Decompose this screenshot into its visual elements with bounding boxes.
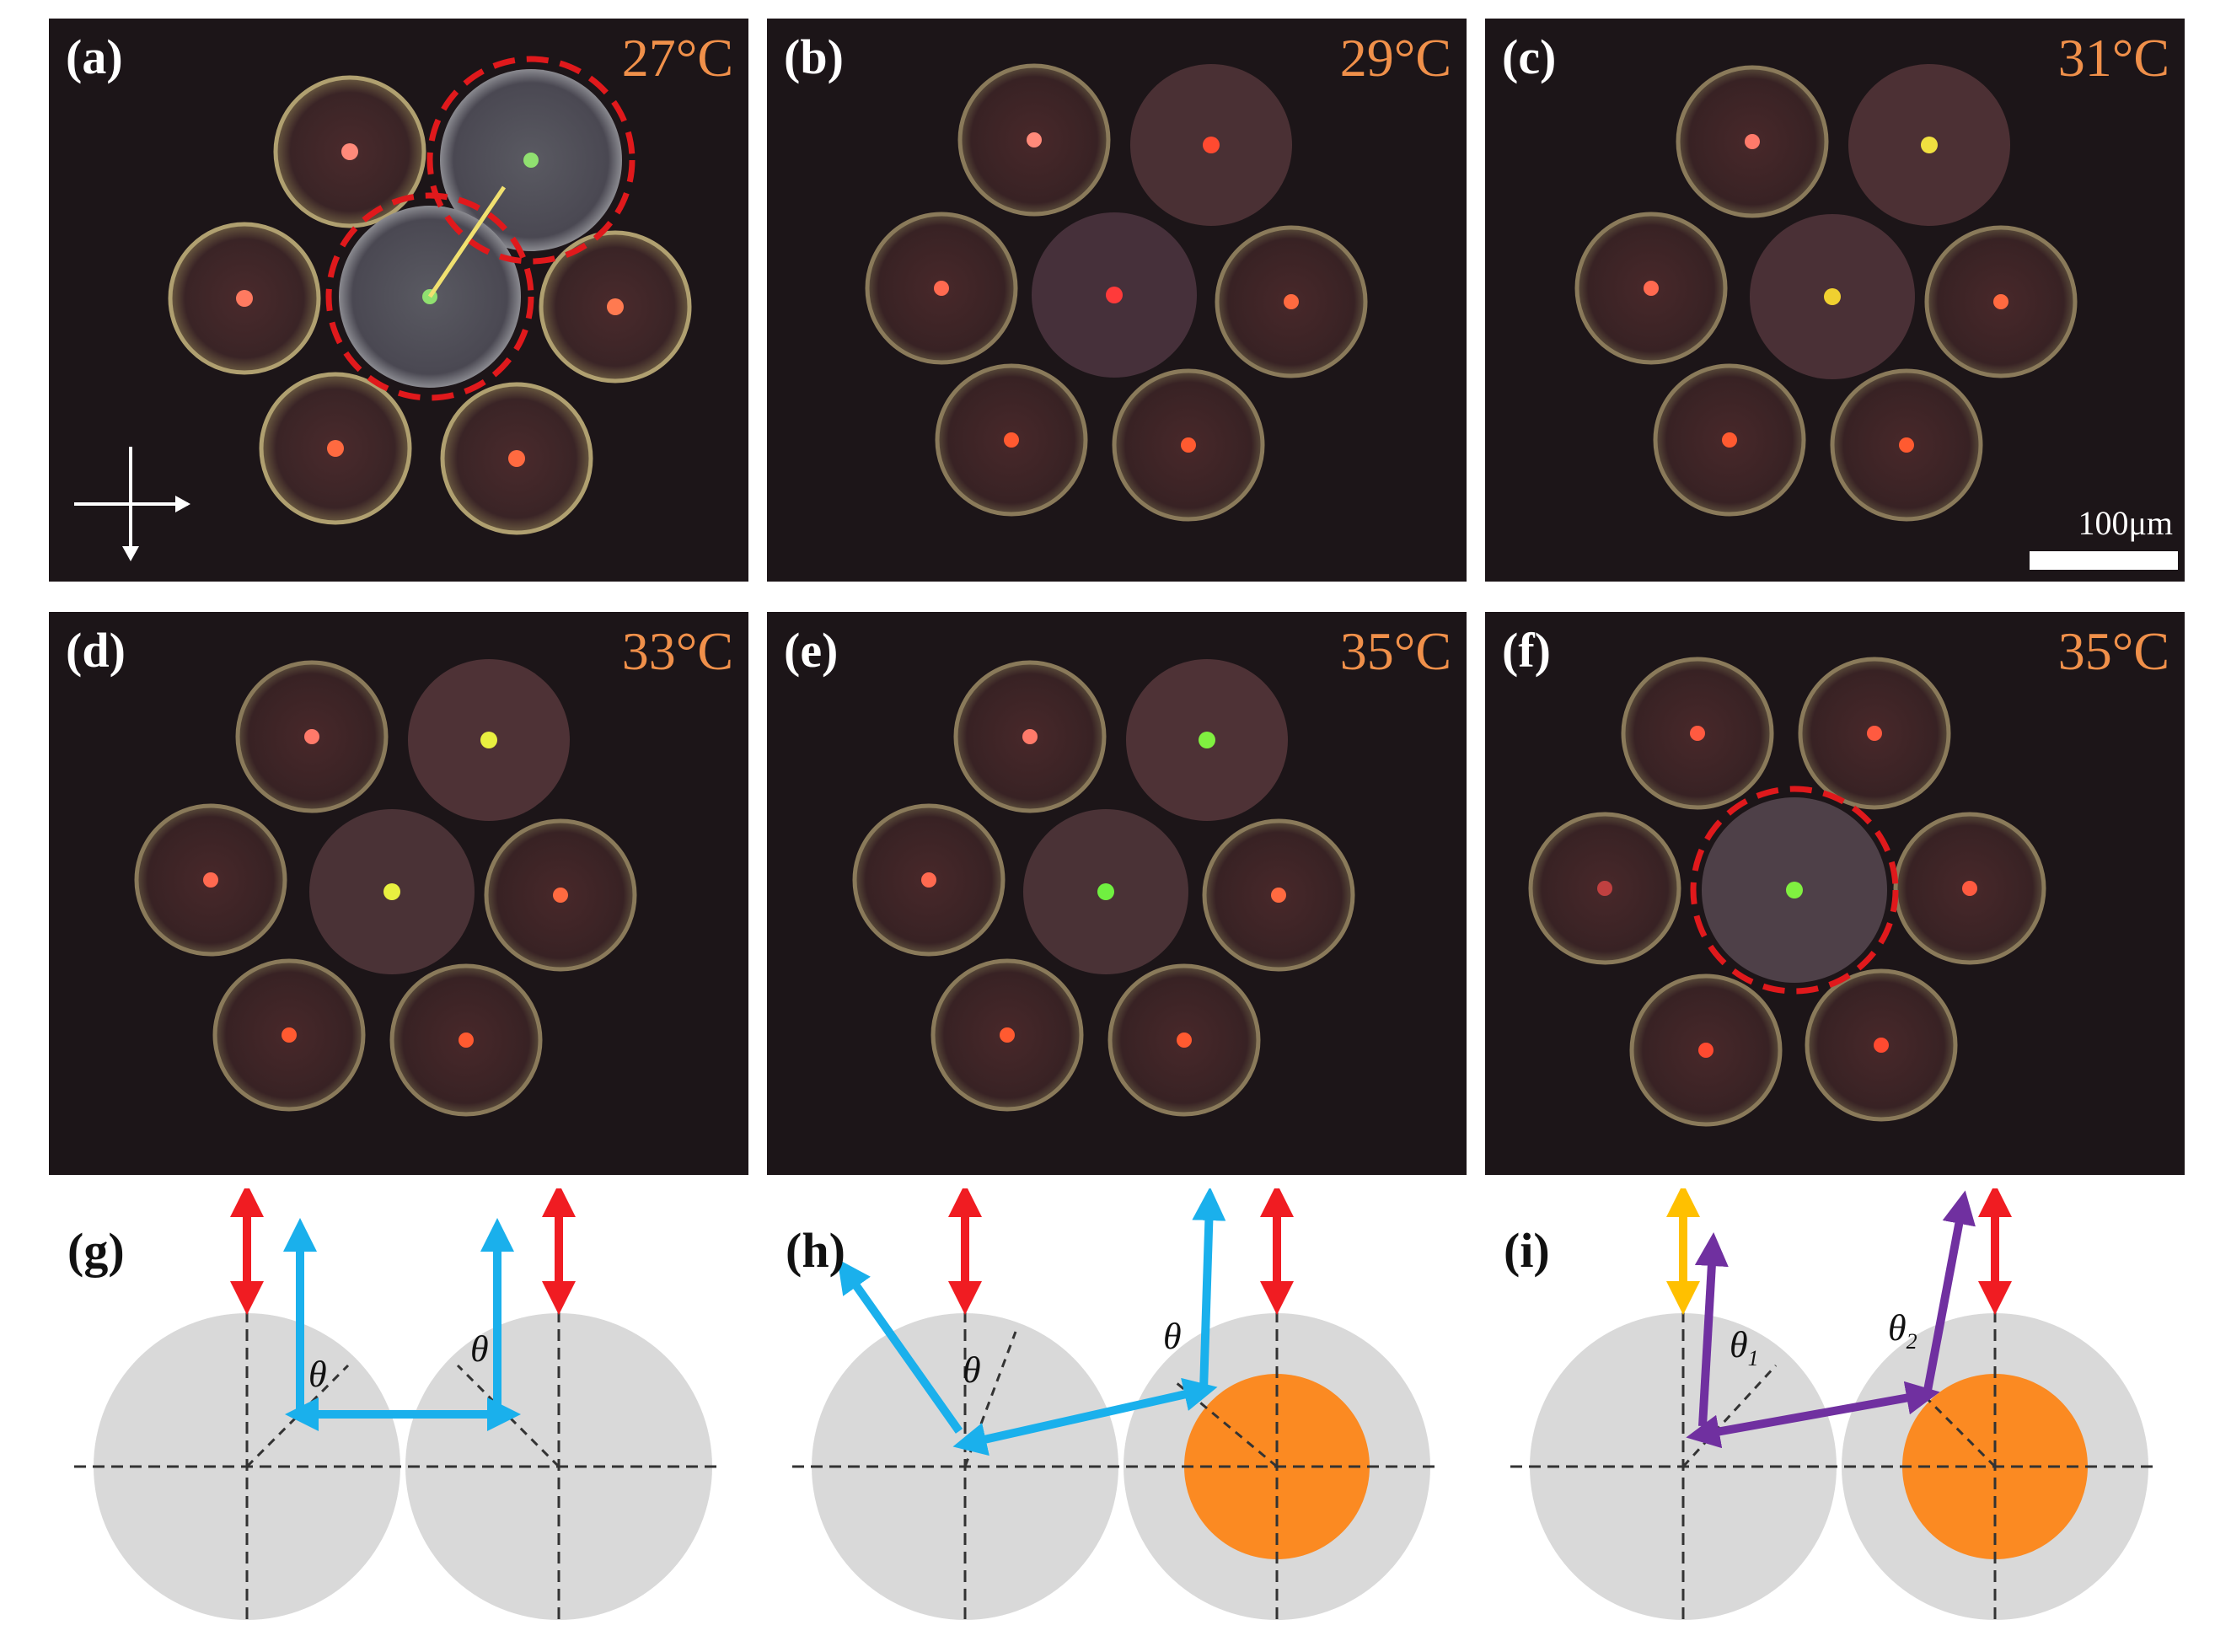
panel-label: (d) [66, 623, 126, 678]
panel-label: (b) [784, 30, 844, 84]
micrograph-panel-d: (d) 33°C [49, 612, 748, 1175]
micrograph-d-image [134, 659, 637, 1117]
theta-2-label: θ2 [1888, 1306, 1917, 1354]
theta-2-subscript: 2 [1906, 1328, 1917, 1354]
micrograph-panel-f: (f) 35°C [1485, 612, 2185, 1175]
schematic-g-drawing [74, 1188, 723, 1622]
temperature-label: 29°C [1339, 28, 1451, 88]
theta-left-label: θ [963, 1349, 981, 1391]
micrograph-panel-b: (b) 29°C [767, 19, 1467, 582]
panel-label: (c) [1502, 30, 1557, 84]
micrograph-c-image [1574, 64, 2078, 522]
theta-1-subscript: 1 [1747, 1345, 1759, 1370]
scale-bar [2030, 551, 2178, 570]
scale-bar-label: 100μm [2078, 504, 2173, 542]
micrograph-b-image [865, 63, 1368, 522]
panel-label: (a) [66, 30, 123, 84]
micrograph-panel-a: (a) 27°C [49, 19, 748, 582]
temperature-label: 35°C [1339, 621, 1451, 681]
temperature-label: 31°C [2057, 28, 2169, 88]
schematic-diagram-i: (i) θ1 θ2 [1485, 1188, 2210, 1652]
theta-left-label: θ [308, 1354, 327, 1395]
micrograph-panel-c: (c) 31°C 100μm [1485, 19, 2185, 582]
diagram-label: (g) [67, 1223, 125, 1278]
schematic-diagram-h: (h) θ θ [767, 1188, 1492, 1652]
theta-1-label: θ1 [1730, 1323, 1759, 1371]
theta-right-label: θ [470, 1328, 489, 1370]
temperature-label: 33°C [621, 621, 733, 681]
panel-label: (f) [1502, 623, 1551, 678]
schematic-diagram-g: (g) θ θ [49, 1188, 774, 1652]
theta-2-symbol: θ [1888, 1307, 1907, 1349]
micrograph-a-image [74, 56, 692, 561]
schematic-h-drawing [792, 1188, 1441, 1622]
temperature-label: 27°C [621, 28, 733, 88]
schematic-i-drawing [1510, 1188, 2159, 1622]
theta-1-symbol: θ [1730, 1324, 1748, 1365]
theta-right-label: θ [1163, 1316, 1182, 1357]
panel-label: (e) [784, 623, 839, 678]
diagram-label: (h) [786, 1223, 845, 1278]
micrograph-f-image [1528, 657, 2046, 1127]
diagram-label: (i) [1504, 1223, 1550, 1278]
micrograph-panel-e: (e) 35°C [767, 612, 1467, 1175]
micrograph-e-image [852, 659, 1355, 1117]
temperature-label: 35°C [2057, 621, 2169, 681]
